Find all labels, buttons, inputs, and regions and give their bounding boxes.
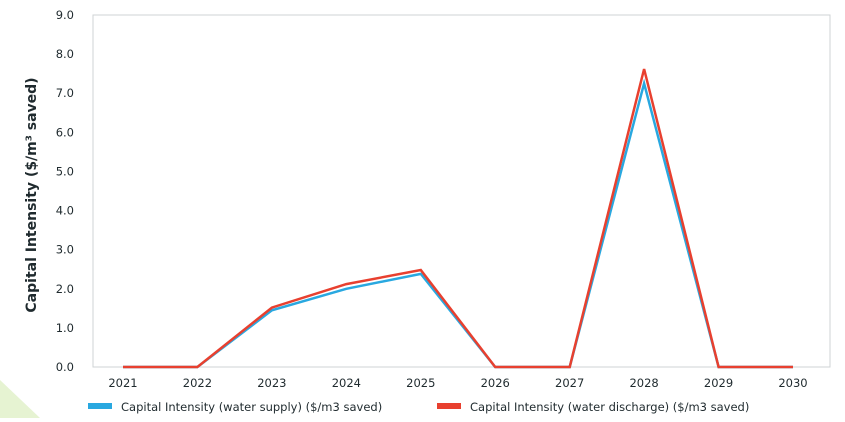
y-tick-label: 4.0	[56, 204, 74, 218]
y-tick-label: 6.0	[56, 125, 74, 139]
legend-label: Capital Intensity (water discharge) ($/m…	[470, 400, 749, 414]
legend-label: Capital Intensity (water supply) ($/m3 s…	[121, 400, 382, 414]
chart-legend: Capital Intensity (water supply) ($/m3 s…	[88, 400, 749, 414]
y-tick-label: 5.0	[56, 164, 74, 178]
x-tick-label: 2030	[778, 376, 807, 390]
x-tick-label: 2028	[629, 376, 658, 390]
x-tick-label: 2026	[481, 376, 510, 390]
series-lines	[123, 68, 793, 369]
legend-swatch	[88, 403, 112, 409]
y-axis-label: Capital Intensity ($/m³ saved)	[24, 77, 40, 312]
y-tick-label: 9.0	[56, 8, 74, 22]
x-tick-label: 2027	[555, 376, 584, 390]
x-tick-label: 2025	[406, 376, 435, 390]
legend-swatch	[437, 403, 461, 409]
y-tick-label: 3.0	[56, 243, 74, 257]
x-tick-label: 2023	[257, 376, 286, 390]
y-tick-label: 7.0	[56, 86, 74, 100]
y-tick-label: 8.0	[56, 47, 74, 61]
x-tick-label: 2024	[332, 376, 361, 390]
y-tick-label: 1.0	[56, 321, 74, 335]
y-tick-label: 2.0	[56, 282, 74, 296]
plot-area-frame	[92, 14, 831, 368]
x-tick-label: 2021	[108, 376, 137, 390]
decorative-corner-shape	[0, 380, 40, 418]
series-line-2	[123, 68, 793, 369]
y-axis-ticks: 0.0 1.0 2.0 3.0 4.0 5.0 6.0 7.0 8.0 9.0	[56, 8, 74, 374]
x-axis-ticks: 2021 2022 2023 2024 2025 2026 2027 2028 2029 2030	[108, 376, 807, 390]
y-tick-label: 0.0	[56, 360, 74, 374]
x-tick-label: 2029	[704, 376, 733, 390]
series-line-1	[123, 78, 793, 369]
x-tick-label: 2022	[183, 376, 212, 390]
